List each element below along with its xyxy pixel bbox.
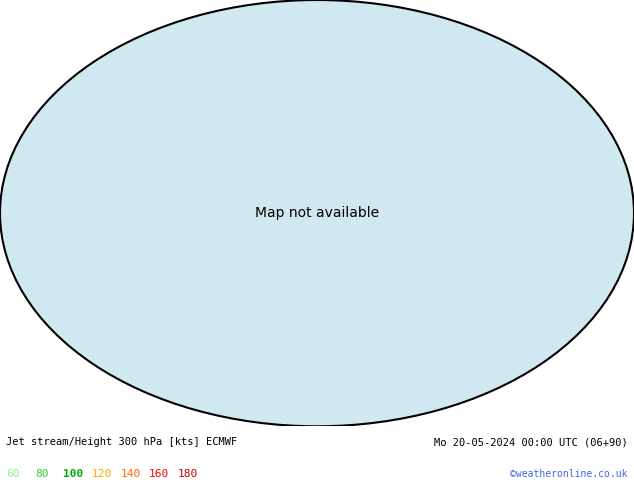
Text: 140: 140 — [120, 469, 141, 479]
Text: 60: 60 — [6, 469, 20, 479]
Text: 100: 100 — [63, 469, 84, 479]
Text: 160: 160 — [149, 469, 169, 479]
Text: Mo 20-05-2024 00:00 UTC (06+90): Mo 20-05-2024 00:00 UTC (06+90) — [434, 437, 628, 447]
Ellipse shape — [0, 0, 634, 426]
Text: Jet stream/Height 300 hPa [kts] ECMWF: Jet stream/Height 300 hPa [kts] ECMWF — [6, 437, 238, 447]
Text: ©weatheronline.co.uk: ©weatheronline.co.uk — [510, 469, 628, 479]
Text: 180: 180 — [178, 469, 198, 479]
Text: 120: 120 — [92, 469, 112, 479]
Text: 80: 80 — [35, 469, 48, 479]
Text: Map not available: Map not available — [255, 206, 379, 220]
